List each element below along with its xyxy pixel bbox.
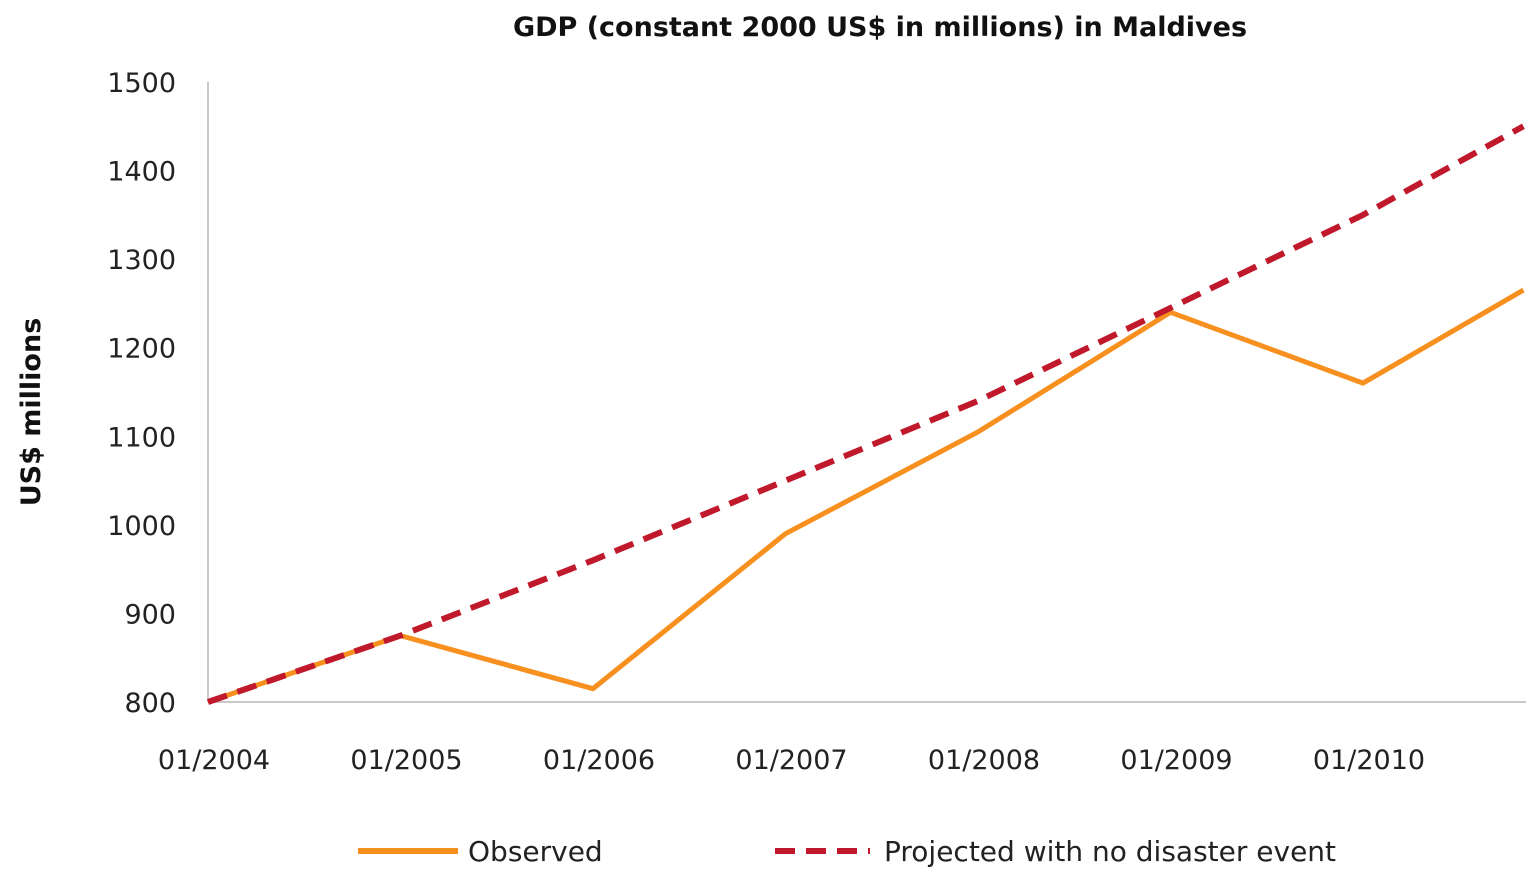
x-axis: 01/2004 01/2005 01/2006 01/2007 01/2008 01/20… (158, 701, 1526, 776)
y-tick-label: 1200 (107, 334, 176, 365)
x-tick-label: 01/2004 (158, 745, 270, 776)
y-tick-label: 1500 (107, 68, 176, 99)
y-tick-label: 1300 (107, 245, 176, 276)
legend: Observed Projected with no disaster event (358, 835, 1336, 868)
chart-title: GDP (constant 2000 US$ in millions) in M… (513, 12, 1247, 43)
x-tick-label: 01/2006 (543, 745, 655, 776)
x-tick-label: 01/2005 (350, 745, 462, 776)
projected-series-line (207, 123, 1525, 705)
y-axis: 800 900 1000 1100 1200 1300 1400 1500 (107, 68, 209, 719)
series-lines (207, 123, 1525, 705)
x-tick-label: 01/2010 (1313, 745, 1425, 776)
x-tick-label: 01/2009 (1120, 745, 1232, 776)
x-tick-label: 01/2007 (735, 745, 847, 776)
legend-label: Projected with no disaster event (884, 835, 1336, 868)
y-axis-label: US$ millions (16, 318, 47, 507)
y-tick-label: 900 (124, 599, 176, 630)
y-tick-label: 800 (124, 688, 176, 719)
y-tick-label: 1100 (107, 422, 176, 453)
y-tick-label: 1000 (107, 511, 176, 542)
x-tick-label: 01/2008 (928, 745, 1040, 776)
y-tick-label: 1400 (107, 157, 176, 188)
observed-series-line (207, 287, 1525, 705)
legend-label: Observed (468, 835, 603, 868)
